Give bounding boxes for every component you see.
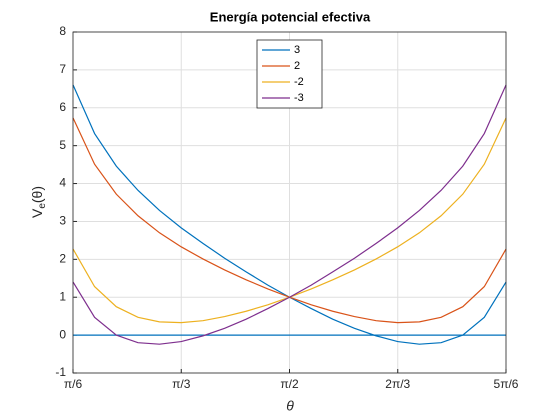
- x-axis-label: θ: [286, 398, 294, 414]
- legend-box: [256, 39, 323, 109]
- legend-label: -2: [294, 76, 304, 88]
- y-tick-label: 8: [59, 24, 66, 38]
- y-label-main: V: [29, 208, 45, 218]
- x-tick-label: 5π/6: [494, 377, 519, 391]
- y-label-rest: (θ): [29, 186, 45, 203]
- x-tick-label: π/6: [64, 377, 83, 391]
- y-tick-label: 6: [59, 100, 66, 114]
- axes-box: [72, 31, 507, 374]
- legend-label: 2: [294, 60, 300, 72]
- y-tick-label: 0: [59, 327, 66, 341]
- legend-label: 3: [294, 44, 300, 56]
- y-tick-label: 5: [59, 138, 66, 152]
- chart-title: Energía potencial efectiva: [210, 9, 371, 24]
- y-tick-label: 4: [59, 176, 66, 190]
- x-tick-label: 2π/3: [385, 377, 410, 391]
- y-label-sub: e: [37, 203, 48, 209]
- y-tick-label: 7: [59, 62, 66, 76]
- y-tick-label: 1: [59, 289, 66, 303]
- y-tick-label: 2: [59, 252, 66, 266]
- y-tick-label: 3: [59, 214, 66, 228]
- x-tick-label: π/2: [280, 377, 299, 391]
- y-tick-label: -1: [55, 365, 66, 379]
- x-tick-label: π/3: [172, 377, 191, 391]
- y-axis-label: Ve(θ): [29, 186, 48, 218]
- legend-label: -3: [294, 92, 304, 104]
- series-line: [72, 84, 507, 345]
